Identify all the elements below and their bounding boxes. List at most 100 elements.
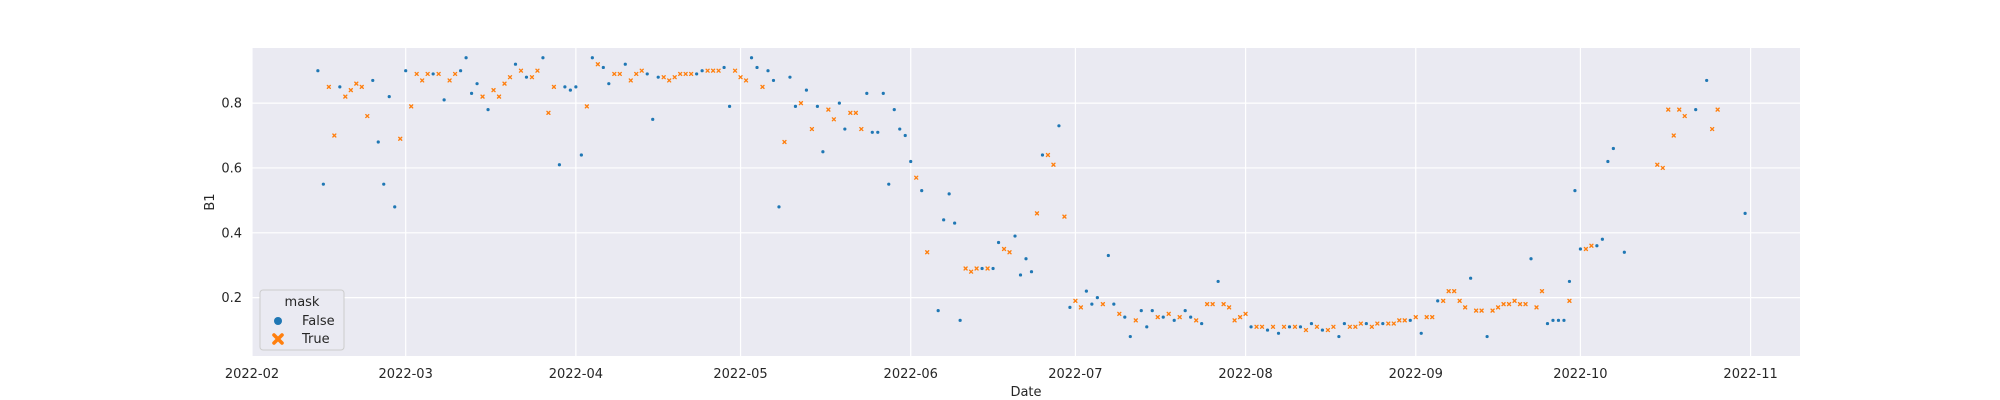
- x-axis-label: Date: [1010, 385, 1041, 400]
- data-point-false: [1145, 325, 1149, 329]
- data-point-false: [1029, 270, 1034, 274]
- data-point-false: [464, 56, 468, 60]
- data-point-true: [1062, 214, 1067, 219]
- data-point-true: [529, 75, 535, 80]
- data-point-false: [936, 309, 940, 313]
- data-point-false: [1381, 321, 1385, 326]
- x-tick-label: 2022-10: [1553, 367, 1607, 382]
- data-point-true: [1709, 126, 1715, 132]
- data-point-false: [1216, 279, 1220, 284]
- data-point-false: [1040, 153, 1045, 157]
- data-point-false: [590, 56, 594, 60]
- data-point-true: [798, 100, 804, 106]
- data-point-true: [502, 81, 507, 86]
- data-point-true: [1034, 211, 1040, 216]
- data-point-true: [1539, 288, 1545, 294]
- data-point-true: [859, 126, 864, 132]
- data-point-true: [1177, 314, 1182, 320]
- data-point-true: [738, 75, 743, 80]
- data-point-true: [1583, 246, 1589, 252]
- data-point-false: [382, 182, 386, 186]
- data-point-true: [1517, 301, 1523, 307]
- data-point-false: [1139, 309, 1143, 313]
- data-point-false: [387, 95, 391, 99]
- data-point-true: [1451, 288, 1457, 294]
- data-point-true: [968, 269, 974, 274]
- data-point-false: [777, 205, 781, 209]
- data-point-false: [371, 78, 375, 83]
- data-point-false: [656, 75, 660, 79]
- legend-marker-false: [274, 317, 282, 325]
- data-point-true: [518, 68, 524, 73]
- legend-entry-label: True: [301, 332, 330, 347]
- data-point-true: [853, 110, 859, 116]
- data-point-false: [1106, 253, 1110, 258]
- legend-entries: False True: [272, 314, 335, 347]
- data-point-false: [771, 78, 776, 83]
- y-tick-label: 0.2: [221, 291, 242, 306]
- data-point-false: [321, 182, 325, 186]
- data-point-true: [732, 68, 738, 73]
- data-point-true: [634, 71, 639, 77]
- data-point-true: [1479, 308, 1484, 313]
- data-point-false: [920, 189, 924, 193]
- data-point-true: [1715, 107, 1720, 112]
- data-point-true: [447, 78, 452, 83]
- data-point-true: [612, 71, 617, 77]
- data-point-true: [1512, 298, 1517, 304]
- data-point-false: [1556, 318, 1561, 322]
- data-point-true: [1534, 305, 1539, 310]
- data-point-false: [1529, 257, 1533, 261]
- data-point-false: [469, 91, 474, 95]
- data-point-true: [507, 75, 513, 80]
- data-point-false: [903, 133, 907, 138]
- data-point-true: [1117, 311, 1122, 317]
- data-point-false: [513, 62, 518, 66]
- data-point-false: [1567, 279, 1572, 284]
- data-point-true: [1073, 298, 1078, 304]
- data-point-false: [574, 85, 578, 89]
- data-point-false: [1298, 325, 1303, 329]
- data-point-false: [1562, 318, 1566, 322]
- data-points: [316, 56, 1747, 339]
- data-point-true: [672, 75, 677, 80]
- data-point-false: [1276, 331, 1281, 335]
- data-point-false: [1622, 250, 1626, 254]
- data-point-true: [1462, 305, 1468, 310]
- data-point-false: [1342, 321, 1346, 326]
- data-point-false: [766, 69, 770, 73]
- data-point-false: [1249, 325, 1253, 329]
- data-point-false: [376, 140, 380, 144]
- data-point-true: [1232, 318, 1237, 323]
- data-point-false: [1024, 257, 1028, 261]
- data-point-true: [343, 94, 348, 99]
- data-point-false: [541, 56, 545, 60]
- data-point-false: [881, 91, 885, 95]
- data-point-false: [1320, 328, 1325, 332]
- data-point-false: [727, 104, 732, 108]
- data-point-true: [1078, 305, 1084, 310]
- data-point-false: [1057, 124, 1061, 128]
- y-tick-label: 0.8: [221, 97, 242, 112]
- data-point-false: [1150, 309, 1154, 313]
- data-point-true: [452, 71, 458, 77]
- data-point-false: [1408, 318, 1412, 322]
- data-point-true: [1523, 301, 1528, 307]
- data-point-false: [1018, 273, 1023, 277]
- data-point-false: [876, 130, 880, 134]
- data-point-false: [1200, 321, 1204, 326]
- data-point-true: [831, 117, 837, 122]
- data-point-true: [332, 133, 337, 138]
- data-point-false: [1265, 328, 1270, 332]
- data-point-false: [623, 62, 627, 66]
- data-point-false: [1364, 321, 1368, 326]
- data-point-false: [1183, 309, 1187, 313]
- data-point-true: [1501, 301, 1506, 307]
- data-point-true: [1666, 107, 1671, 112]
- data-point-false: [393, 205, 397, 209]
- data-point-true: [1506, 301, 1512, 307]
- data-point-false: [1161, 315, 1165, 319]
- data-point-false: [1068, 305, 1072, 309]
- data-point-true: [365, 113, 370, 119]
